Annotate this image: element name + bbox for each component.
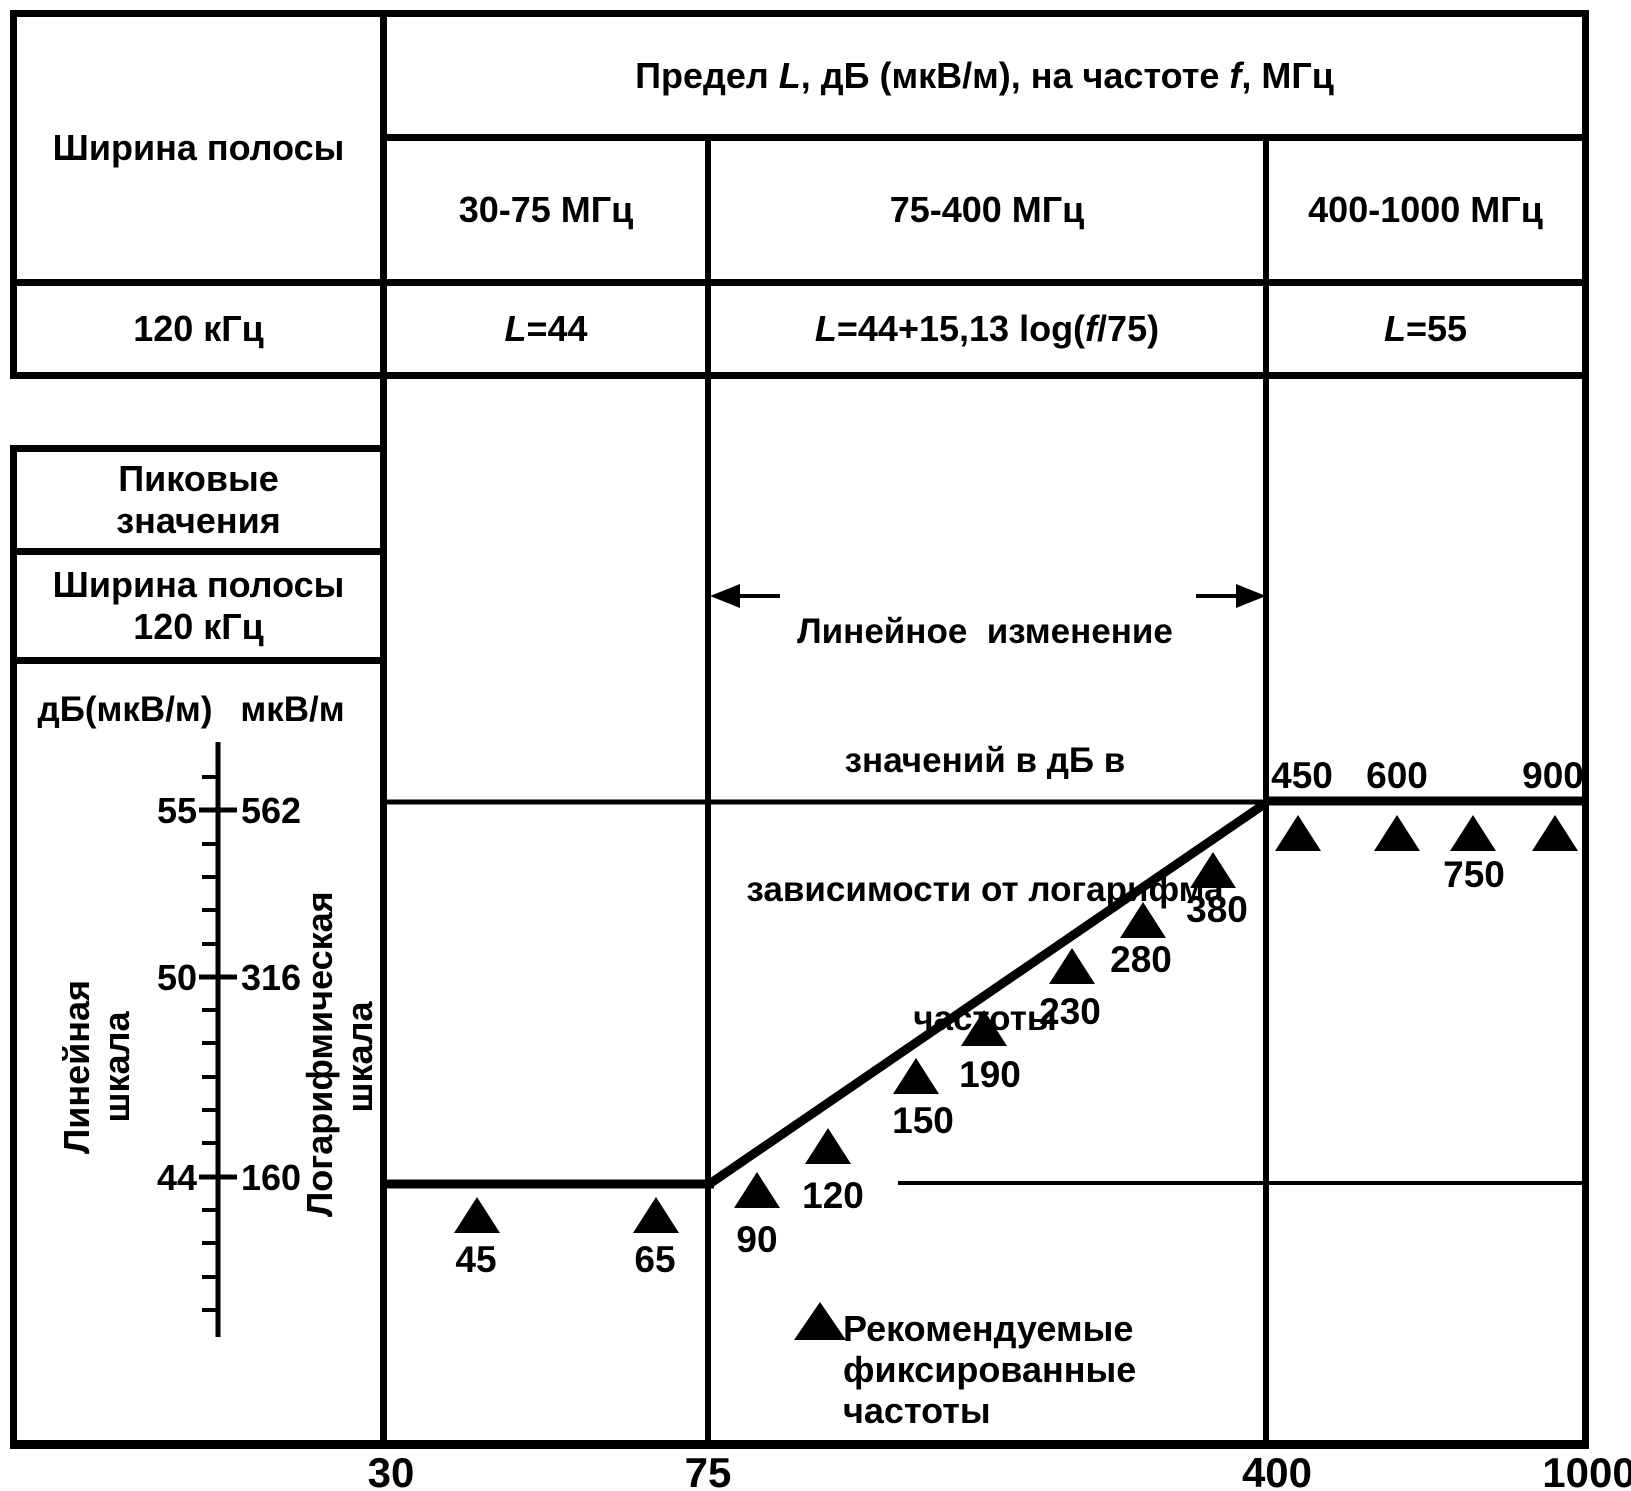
bandwidth-header-cell: Ширина полосы bbox=[17, 17, 380, 279]
legend-line2: фиксированные bbox=[843, 1349, 1137, 1390]
uvm-scale-header: мкВ/м bbox=[240, 690, 345, 729]
border-right bbox=[1582, 10, 1589, 1449]
marker-frequency-label: 190 bbox=[959, 1054, 1021, 1095]
band-cell-75-400: 75-400 МГц bbox=[711, 141, 1263, 279]
border-left-lower bbox=[10, 445, 17, 1449]
band-label-400-1000: 400-1000 МГц bbox=[1308, 189, 1543, 230]
marker-triangle-icon bbox=[734, 1172, 780, 1208]
band-cell-30-75: 30-75 МГц bbox=[387, 141, 705, 279]
y-axis-uvm-label: 160 bbox=[241, 1157, 301, 1198]
gridline-400mhz bbox=[1263, 134, 1269, 1449]
x-axis-label: 30 bbox=[368, 1449, 415, 1491]
marker-frequency-label: 450 bbox=[1271, 755, 1333, 796]
marker-frequency-label: 230 bbox=[1039, 991, 1101, 1032]
formula-band1: L=44 bbox=[504, 308, 588, 349]
x-axis-label: 1000 bbox=[1542, 1449, 1631, 1491]
peak-values-line2: значения bbox=[116, 500, 281, 541]
y-axis-uvm-label: 562 bbox=[241, 790, 301, 831]
border-peak-box-bottom bbox=[10, 548, 386, 555]
border-bottom bbox=[10, 1440, 1589, 1449]
marker-frequency-label: 380 bbox=[1186, 889, 1248, 930]
marker-triangle-icon bbox=[961, 1010, 1007, 1046]
marker-triangle-icon bbox=[1120, 902, 1166, 938]
y-axis-db-label: 44 bbox=[157, 1157, 197, 1198]
annotation-line2: значений в дБ в bbox=[844, 741, 1126, 780]
marker-frequency-label: 150 bbox=[892, 1100, 954, 1141]
formula-band3: L=55 bbox=[1383, 308, 1468, 349]
y-axis-db-label: 50 bbox=[157, 957, 197, 998]
marker-triangle-icon bbox=[805, 1128, 851, 1164]
formula-cell-band1: L=44 bbox=[387, 286, 705, 372]
band-label-30-75: 30-75 МГц bbox=[458, 189, 634, 230]
legend-line1: Рекомендуемые bbox=[843, 1308, 1134, 1349]
marker-triangle-icon bbox=[1450, 815, 1496, 851]
marker-frequency-label: 600 bbox=[1366, 755, 1428, 796]
bandwidth-box: Ширина полосы 120 кГц bbox=[17, 555, 380, 657]
marker-frequency-label: 45 bbox=[455, 1239, 496, 1280]
y-axis-uvm-label: 316 bbox=[241, 957, 301, 998]
border-top bbox=[10, 10, 1589, 17]
db-scale-header: дБ(мкВ/м) bbox=[37, 690, 213, 729]
x-axis-label: 75 bbox=[685, 1449, 732, 1491]
border-left-upper bbox=[10, 10, 17, 379]
formula-cell-band3: L=55 bbox=[1269, 286, 1582, 372]
marker-triangle-icon bbox=[454, 1197, 500, 1233]
marker-triangle-icon bbox=[893, 1058, 939, 1094]
peak-values-line1: Пиковые bbox=[118, 458, 279, 499]
marker-frequency-label: 280 bbox=[1110, 939, 1172, 980]
border-under-limit-header bbox=[380, 134, 1589, 141]
bandwidth-header-label: Ширина полосы bbox=[52, 127, 345, 168]
marker-triangle-icon bbox=[1374, 815, 1420, 851]
border-under-formula-row bbox=[10, 372, 1589, 379]
gridline-75mhz bbox=[705, 134, 711, 1449]
legend-triangle-icon bbox=[794, 1302, 846, 1340]
marker-frequency-label: 90 bbox=[736, 1219, 777, 1260]
peak-values-box: Пиковые значения bbox=[17, 452, 380, 548]
formula-cell-band2: L=44+15,13 log(f/75) bbox=[711, 286, 1263, 372]
annotation-line1: Линейное изменение bbox=[797, 612, 1173, 651]
marker-triangle-icon bbox=[1049, 948, 1095, 984]
marker-triangle-icon bbox=[1190, 852, 1236, 888]
limit-line-slope bbox=[705, 799, 1269, 1189]
left-arrowhead-icon bbox=[710, 584, 740, 608]
marker-triangle-icon bbox=[1532, 815, 1578, 851]
border-peak-box-top bbox=[10, 445, 386, 452]
limit-header-cell: Предел L, дБ (мкВ/м), на частоте f, МГц bbox=[387, 17, 1582, 134]
marker-triangle-icon bbox=[1275, 815, 1321, 851]
marker-triangle-icon bbox=[633, 1197, 679, 1233]
bandwidth-box-line2: 120 кГц bbox=[133, 606, 264, 647]
marker-frequency-label: 120 bbox=[802, 1175, 864, 1216]
bandwidth-value-label: 120 кГц bbox=[133, 308, 264, 349]
bandwidth-box-line1: Ширина полосы bbox=[52, 564, 345, 605]
y-axis-db-label: 55 bbox=[157, 790, 197, 831]
border-under-band-row bbox=[10, 279, 1589, 286]
legend-line3: частоты bbox=[843, 1390, 991, 1431]
marker-frequency-label: 900 bbox=[1522, 755, 1584, 796]
band-label-75-400: 75-400 МГц bbox=[889, 189, 1085, 230]
band-cell-400-1000: 400-1000 МГц bbox=[1269, 141, 1582, 279]
border-bandwidth-box-bottom bbox=[10, 657, 386, 664]
legend-recommended-frequencies: Рекомендуемые фиксированные частоты bbox=[843, 1308, 1143, 1431]
right-arrowhead-icon bbox=[1236, 584, 1266, 608]
marker-frequency-label: 65 bbox=[634, 1239, 675, 1280]
marker-frequency-label: 750 bbox=[1443, 854, 1505, 895]
formula-band2: L=44+15,13 log(f/75) bbox=[814, 308, 1160, 349]
x-axis-label: 400 bbox=[1242, 1449, 1312, 1491]
limit-header-label: Предел L, дБ (мкВ/м), на частоте f, МГц bbox=[635, 54, 1334, 96]
bandwidth-value-cell: 120 кГц bbox=[17, 286, 380, 372]
gridline-30mhz bbox=[380, 10, 387, 1449]
